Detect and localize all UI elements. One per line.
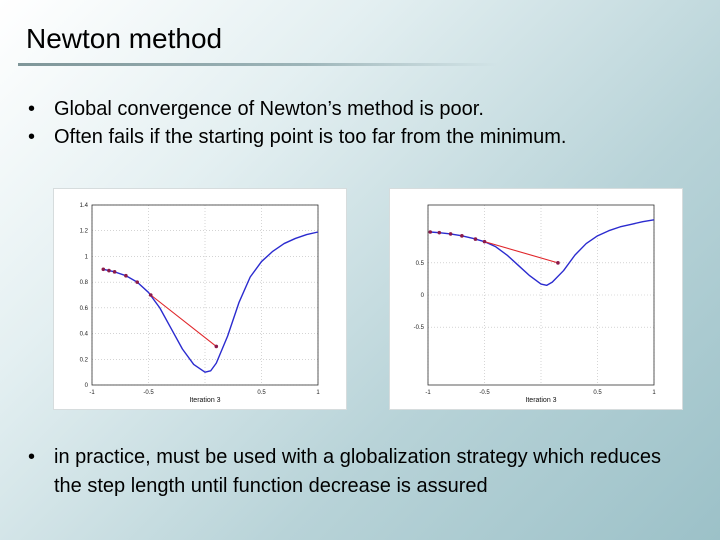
bullet-glyph: •	[28, 126, 36, 148]
function-curve	[103, 231, 319, 373]
bullet-item: • in practice, must be used with a globa…	[28, 443, 668, 500]
step-endpoint	[214, 344, 219, 349]
y-tick-label: 0.6	[80, 306, 89, 312]
y-tick-label: 0.8	[80, 280, 89, 286]
top-bullet-list: • Global convergence of Newton’s method …	[28, 95, 566, 151]
y-tick-label: 0.4	[80, 332, 89, 338]
bullet-glyph: •	[28, 446, 36, 468]
iterate-point	[101, 267, 106, 272]
bullet-text: Global convergence of Newton’s method is…	[54, 98, 484, 120]
iterate-point	[448, 232, 453, 236]
y-tick-label: 0	[421, 293, 425, 299]
axes-box	[91, 204, 319, 386]
x-tick-label: -1	[89, 390, 95, 396]
x-tick-label: -0.5	[479, 390, 490, 396]
iterate-point	[460, 234, 464, 238]
plot-left-svg: -1 -0.5 0.5 1 0 0.2 0.4 0.6 0.8 1 1.2 1.4 Iteration …	[80, 203, 321, 404]
bullet-text: Often fails if the starting point is too…	[54, 126, 567, 148]
plot-right: -1 -0.5 0.5 1 -0.5 0 0.5 Iteration 3	[389, 188, 683, 410]
x-tick-label: 0.5	[593, 390, 602, 396]
iterate-point	[437, 230, 442, 235]
iterate-point	[112, 270, 117, 274]
slide-title: Newton method	[26, 23, 223, 54]
iterate-point	[473, 237, 478, 241]
iterate-point	[148, 293, 153, 297]
x-tick-label: 0.5	[257, 390, 266, 396]
y-tick-label: 1.4	[80, 203, 89, 209]
bullet-text: in practice, must be used with a globali…	[54, 446, 661, 497]
x-tick-label: 1	[316, 390, 320, 396]
iterate-point	[482, 239, 487, 244]
y-tick-label: 0.2	[80, 357, 89, 363]
x-axis-label: Iteration 3	[189, 397, 220, 404]
plot-right-svg: -1 -0.5 0.5 1 -0.5 0 0.5 Iteration 3	[414, 204, 656, 404]
bullet-glyph: •	[28, 98, 36, 120]
x-tick-label: -0.5	[143, 390, 154, 396]
plot-left: -1 -0.5 0.5 1 0 0.2 0.4 0.6 0.8 1 1.2 1.4 Iteration …	[53, 188, 347, 410]
x-axis-label: Iteration 3	[525, 397, 556, 404]
iterate-point	[124, 273, 128, 278]
iterate-point	[428, 230, 433, 234]
step-endpoint	[556, 261, 560, 265]
title-underline	[18, 63, 498, 66]
y-tick-label: -0.5	[414, 325, 425, 331]
iterate-point	[107, 268, 111, 273]
bullet-item: • Global convergence of Newton’s method …	[28, 95, 566, 123]
x-tick-label: -1	[425, 390, 431, 396]
function-curve	[430, 219, 655, 287]
y-tick-label: 1	[85, 254, 89, 260]
bottom-bullet-list: • in practice, must be used with a globa…	[28, 443, 668, 500]
y-tick-label: 0	[85, 383, 89, 389]
bullet-item: • Often fails if the starting point is t…	[28, 123, 566, 151]
y-tick-label: 1.2	[80, 229, 89, 235]
y-tick-label: 0.5	[416, 261, 425, 267]
newton-step-line	[484, 241, 559, 264]
x-tick-label: 1	[652, 390, 656, 396]
iterate-point	[135, 280, 139, 284]
newton-step-line	[150, 294, 217, 347]
axes-box	[427, 204, 655, 386]
